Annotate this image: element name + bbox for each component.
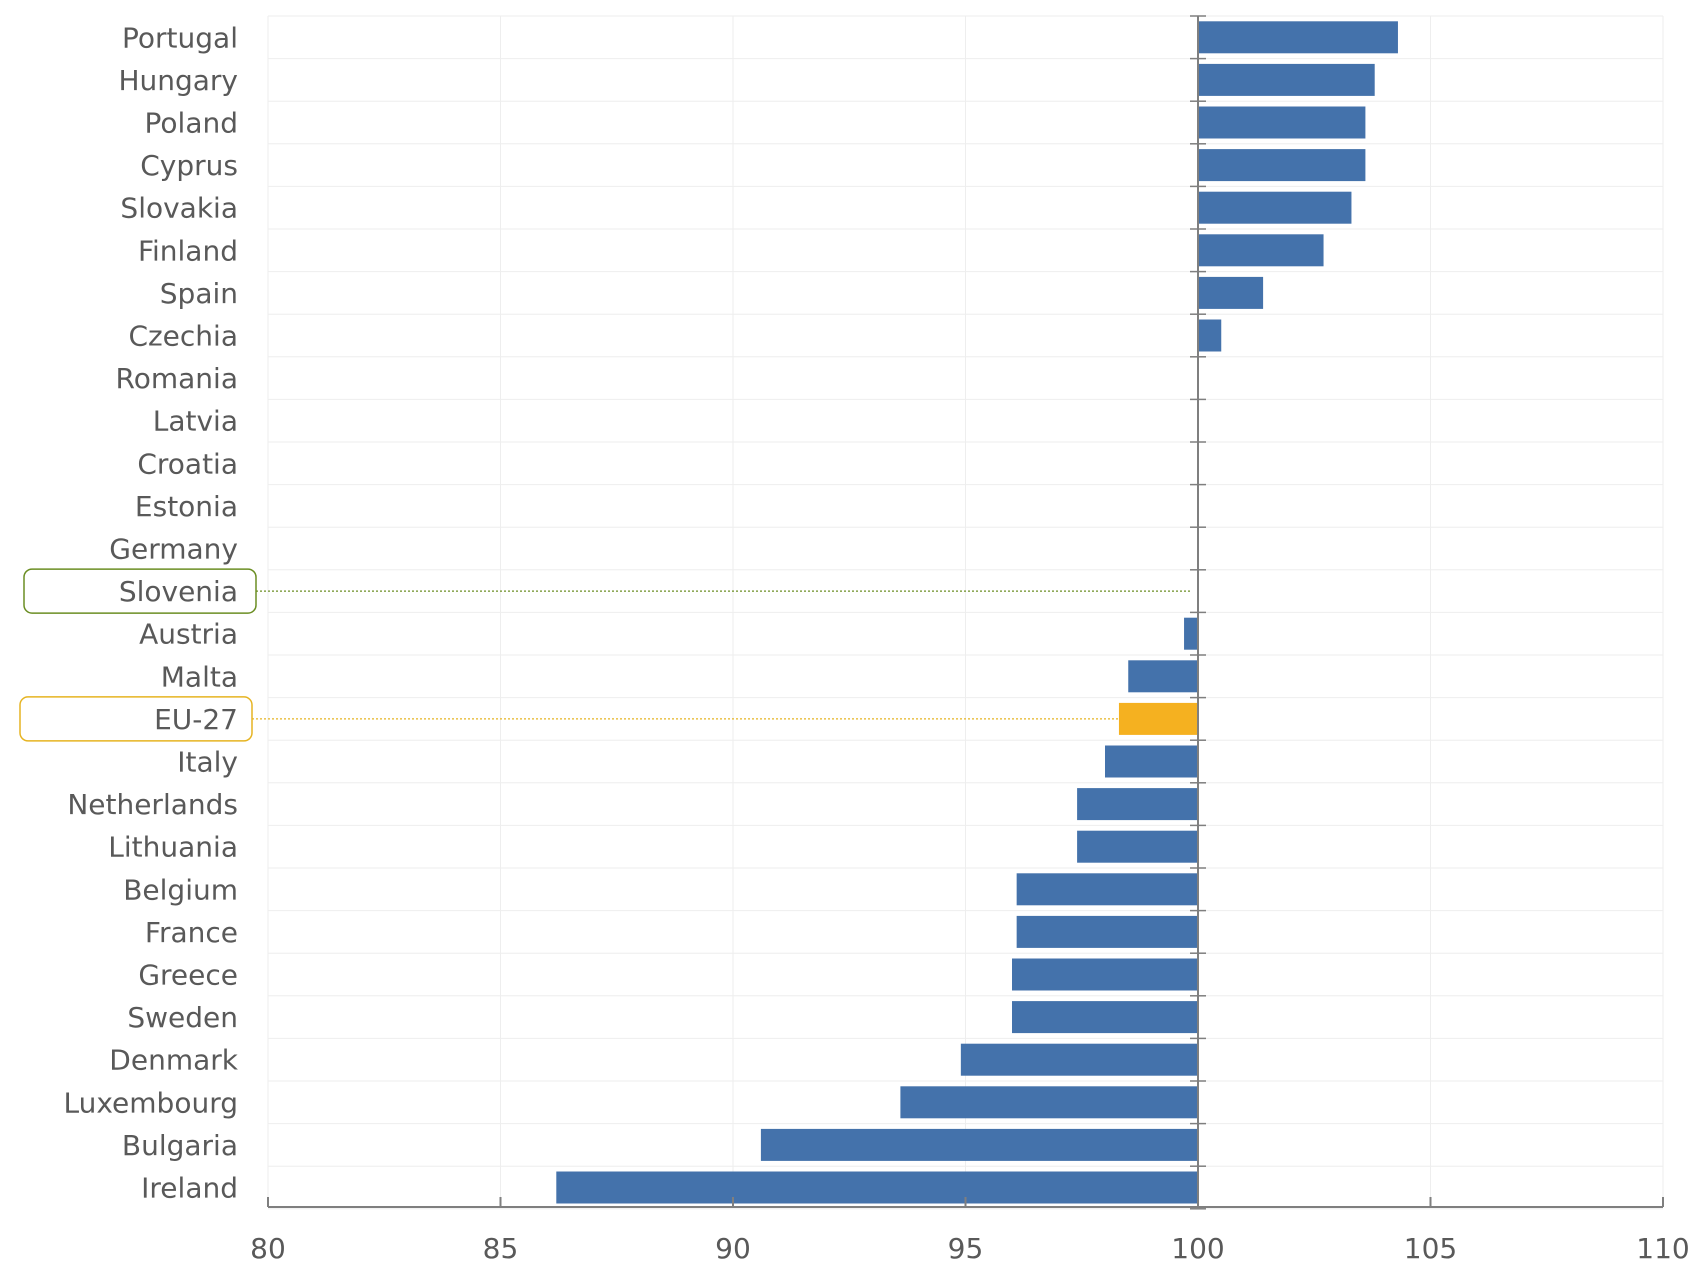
- category-label: Croatia: [137, 447, 238, 480]
- category-label: Finland: [138, 234, 238, 267]
- category-label: Belgium: [123, 873, 238, 906]
- bar-czechia: [1198, 319, 1222, 352]
- category-label: France: [145, 916, 238, 949]
- x-tick-label: 105: [1404, 1232, 1457, 1265]
- category-labels: Portugal Hungary Poland Cyprus Slovakia Finla…: [63, 21, 238, 1204]
- grid-lines: [267, 15, 1664, 1210]
- highlight-callouts: [19, 568, 1192, 742]
- category-label: Hungary: [118, 64, 238, 97]
- bar-eu-27: [1118, 702, 1198, 735]
- category-label: Poland: [145, 107, 238, 140]
- x-tick-label: 85: [483, 1232, 519, 1265]
- x-tick-label: 80: [250, 1232, 286, 1265]
- bar-bulgaria: [760, 1128, 1198, 1161]
- category-label: Slovakia: [120, 192, 238, 225]
- bar-netherlands: [1077, 788, 1198, 821]
- bar-denmark: [960, 1043, 1198, 1076]
- category-label: Austria: [139, 618, 238, 651]
- category-label: Portugal: [122, 21, 238, 54]
- bar-sweden: [1012, 1001, 1198, 1034]
- x-tick-label: 100: [1171, 1232, 1224, 1265]
- category-label: Netherlands: [67, 788, 238, 821]
- x-tick-label: 110: [1636, 1232, 1689, 1265]
- bar-ireland: [556, 1171, 1198, 1204]
- category-label: EU-27: [154, 703, 238, 736]
- category-label: Luxembourg: [63, 1086, 238, 1119]
- category-label: Czechia: [128, 320, 238, 353]
- bar-poland: [1198, 106, 1366, 139]
- category-label: Denmark: [109, 1044, 238, 1077]
- category-label: Romania: [116, 362, 238, 395]
- bars: [556, 21, 1398, 1204]
- x-tick-label: 90: [715, 1232, 751, 1265]
- bar-cyprus: [1198, 149, 1366, 182]
- bar-finland: [1198, 234, 1324, 267]
- category-label: Cyprus: [140, 149, 238, 182]
- bar-malta: [1128, 660, 1198, 693]
- category-label: Spain: [160, 277, 238, 310]
- category-label: Ireland: [141, 1172, 238, 1205]
- bar-austria: [1184, 617, 1198, 650]
- bar-greece: [1012, 958, 1198, 991]
- bar-belgium: [1016, 873, 1198, 906]
- category-label: Italy: [177, 746, 238, 779]
- bar-lithuania: [1077, 830, 1198, 863]
- category-label: Germany: [109, 533, 238, 566]
- bar-portugal: [1198, 21, 1398, 54]
- category-label: Lithuania: [108, 831, 238, 864]
- bar-hungary: [1198, 63, 1375, 96]
- category-label: Estonia: [135, 490, 238, 523]
- category-label: Greece: [138, 959, 238, 992]
- category-label: Malta: [161, 660, 238, 693]
- bar-slovakia: [1198, 191, 1352, 224]
- bar-spain: [1198, 276, 1264, 309]
- bar-luxembourg: [900, 1086, 1198, 1119]
- category-label: Bulgaria: [122, 1129, 238, 1162]
- category-label: Sweden: [127, 1001, 238, 1034]
- bar-italy: [1105, 745, 1198, 778]
- category-label: Latvia: [153, 405, 238, 438]
- x-tick-label: 95: [948, 1232, 984, 1265]
- axes: 80 85 90 95 100 105 110: [250, 15, 1690, 1265]
- category-label: Slovenia: [119, 575, 238, 608]
- bar-france: [1016, 915, 1198, 948]
